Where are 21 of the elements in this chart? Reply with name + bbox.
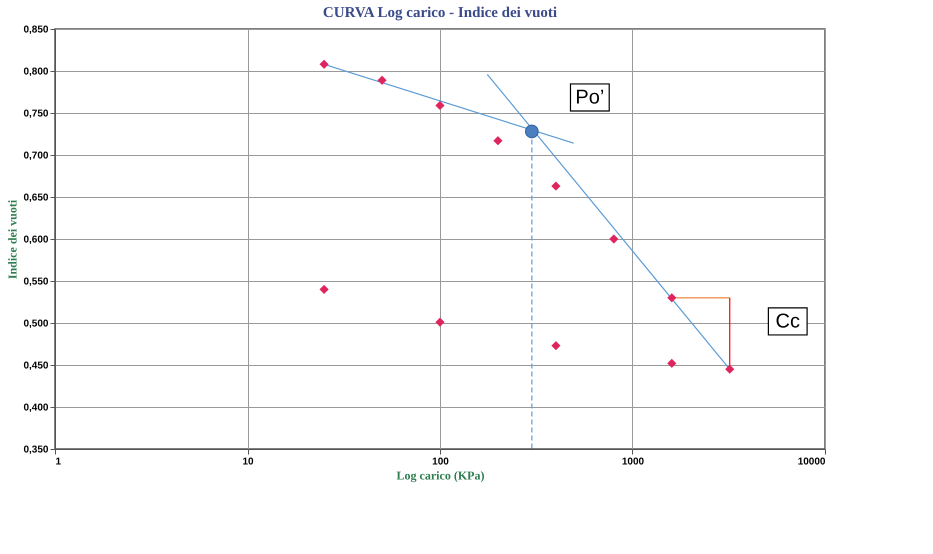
annotation: Cc (776, 310, 800, 332)
x-tick-label: 1000 (622, 456, 645, 468)
y-tick-label: 0,400 (23, 402, 49, 414)
y-tick-label: 0,550 (23, 276, 49, 288)
y-tick-label: 0,450 (23, 360, 49, 372)
y-axis-title: Indice dei vuoti (5, 199, 20, 280)
annotation: Po’ (575, 86, 604, 108)
y-tick-label: 0,750 (23, 108, 49, 120)
y-tick-label: 0,350 (23, 444, 49, 456)
y-tick-label: 0,500 (23, 318, 49, 330)
x-tick-label: 100 (432, 456, 450, 468)
y-tick-label: 0,600 (23, 234, 49, 246)
y-tick-label: 0,700 (23, 150, 49, 162)
y-tick-label: 0,650 (23, 192, 49, 204)
x-tick-label: 1 (56, 456, 62, 468)
y-tick-label: 0,850 (23, 24, 49, 36)
chart-title: CURVA Log carico - Indice dei vuoti (322, 5, 558, 21)
x-axis-title: Log carico (KPa) (396, 468, 484, 482)
x-tick-label: 10000 (798, 456, 826, 468)
x-tick-label: 10 (242, 456, 254, 468)
y-tick-label: 0,800 (23, 66, 49, 78)
